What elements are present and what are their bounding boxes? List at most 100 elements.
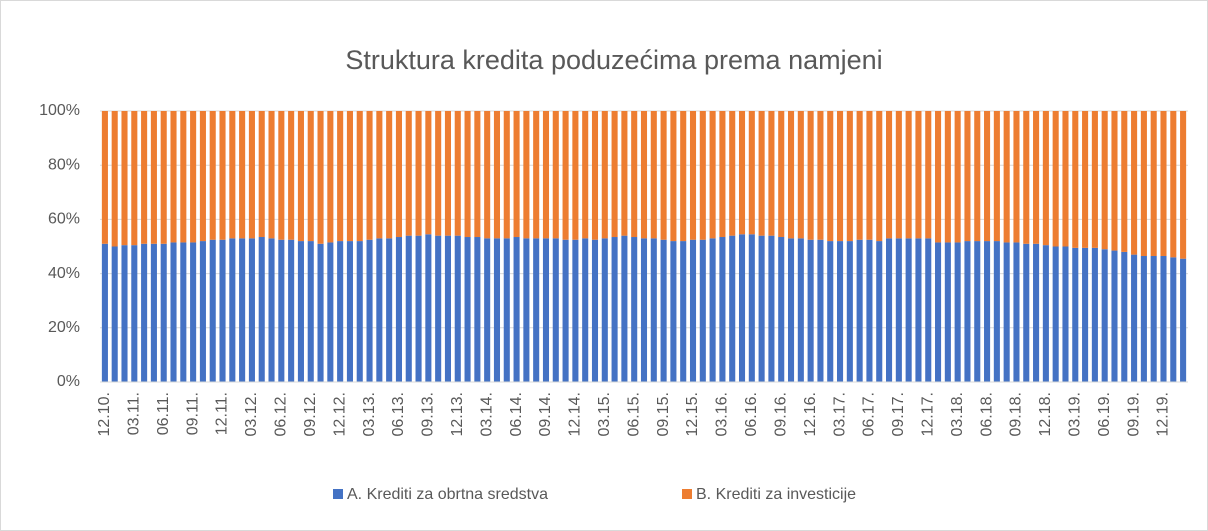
bar-segment xyxy=(787,238,795,382)
y-tick-label: 100% xyxy=(39,102,80,119)
x-tick-label: 12.19. xyxy=(1155,392,1172,436)
bar-segment xyxy=(454,235,461,382)
bar-segment xyxy=(1033,243,1040,382)
bar-segment xyxy=(346,241,353,382)
bar-segment xyxy=(631,111,638,238)
x-tick-label: 09.14. xyxy=(537,392,554,436)
bar-segment xyxy=(738,234,746,382)
x-tick-label: 09.16. xyxy=(772,392,789,436)
bar-segment xyxy=(689,111,697,240)
bar-segment xyxy=(1131,111,1138,255)
bar-segment xyxy=(984,241,991,382)
bar-segment xyxy=(1121,251,1128,382)
bar-segment xyxy=(797,111,804,239)
bar-segment xyxy=(405,111,412,236)
x-tick-label: 03.18. xyxy=(949,392,966,436)
bar-segment xyxy=(827,111,834,242)
bar-segment xyxy=(337,241,344,382)
y-tick-label: 20% xyxy=(48,319,80,336)
bar-segment xyxy=(121,111,128,246)
bar-segment xyxy=(729,111,736,236)
x-tick-label: 06.14. xyxy=(508,392,525,436)
bar-segment xyxy=(758,235,765,382)
bar-segment xyxy=(190,111,197,243)
bar-segment xyxy=(1042,245,1049,382)
bar-segment xyxy=(680,241,687,382)
x-tick-label: 12.14. xyxy=(567,392,584,436)
bar-segment xyxy=(621,111,628,236)
bar-segment xyxy=(1121,111,1128,252)
bar-segment xyxy=(778,237,785,382)
bar-segment xyxy=(513,237,520,382)
bar-segment xyxy=(1052,111,1059,247)
bar-segment xyxy=(846,111,853,242)
bar-segment xyxy=(886,238,893,382)
x-tick-label: 12.11. xyxy=(214,392,231,435)
bar-segment xyxy=(915,111,922,239)
bar-segment xyxy=(111,111,118,247)
bar-segment xyxy=(582,111,589,239)
bar-segment xyxy=(935,242,942,382)
bar-segment xyxy=(768,111,775,236)
bar-segment xyxy=(778,111,785,238)
bar-segment xyxy=(993,241,1000,382)
x-tick-label: 03.16. xyxy=(714,392,731,436)
bar-segment xyxy=(1072,247,1079,382)
x-tick-label: 09.17. xyxy=(890,392,907,436)
bar-segment xyxy=(229,111,236,239)
bar-segment xyxy=(856,239,863,382)
bar-segment xyxy=(974,241,981,382)
bar-segment xyxy=(101,111,108,244)
bar-segment xyxy=(787,111,795,239)
bar-segment xyxy=(1023,111,1030,244)
bar-segment xyxy=(866,111,873,240)
chart-title: Struktura kredita poduzećima prema namje… xyxy=(345,45,882,75)
bar-segment xyxy=(121,245,128,382)
bar-segment xyxy=(866,239,873,382)
bar-segment xyxy=(474,111,481,238)
bar-segment xyxy=(395,237,402,382)
bar-segment xyxy=(219,111,226,240)
bar-segment xyxy=(327,111,334,243)
bar-segment xyxy=(768,235,775,382)
legend-swatch xyxy=(682,489,692,499)
bar-segment xyxy=(1072,111,1079,248)
bar-segment xyxy=(846,241,853,382)
bar-segment xyxy=(464,237,471,382)
bar-segment xyxy=(444,235,452,382)
bar-segment xyxy=(542,111,550,239)
bar-segment xyxy=(650,238,657,382)
bar-segment xyxy=(493,111,501,239)
bar-segment xyxy=(1013,242,1020,382)
bar-segment xyxy=(954,111,961,243)
x-tick-label: 03.11. xyxy=(126,392,143,435)
bar-segment xyxy=(631,237,638,382)
bar-segment xyxy=(219,239,226,382)
bar-segment xyxy=(817,111,824,240)
bar-segment xyxy=(278,111,285,240)
x-tick-label: 06.17. xyxy=(861,392,878,436)
bar-segment xyxy=(1160,111,1167,256)
bar-segment xyxy=(1052,246,1059,382)
bar-segment xyxy=(415,235,422,382)
bar-segment xyxy=(376,111,383,239)
bar-segment xyxy=(562,239,569,382)
x-tick-label: 12.10. xyxy=(96,392,113,436)
bar-segment xyxy=(611,237,618,382)
x-tick-label: 03.17. xyxy=(831,392,848,436)
bar-segment xyxy=(180,111,187,243)
bar-segment xyxy=(1170,257,1177,382)
x-tick-label: 03.13. xyxy=(361,392,378,436)
bar-segment xyxy=(807,111,814,240)
bar-segment xyxy=(974,111,981,242)
bar-segment xyxy=(944,242,951,382)
bar-segment xyxy=(876,241,883,382)
x-tick-label: 12.18. xyxy=(1037,392,1054,436)
bar-segment xyxy=(131,111,138,246)
bar-segment xyxy=(650,111,657,239)
x-tick-label: 03.15. xyxy=(596,392,613,436)
bar-segment xyxy=(827,241,834,382)
x-tick-label: 12.16. xyxy=(802,392,819,436)
bar-segment xyxy=(591,239,599,382)
bar-segment xyxy=(248,238,255,382)
